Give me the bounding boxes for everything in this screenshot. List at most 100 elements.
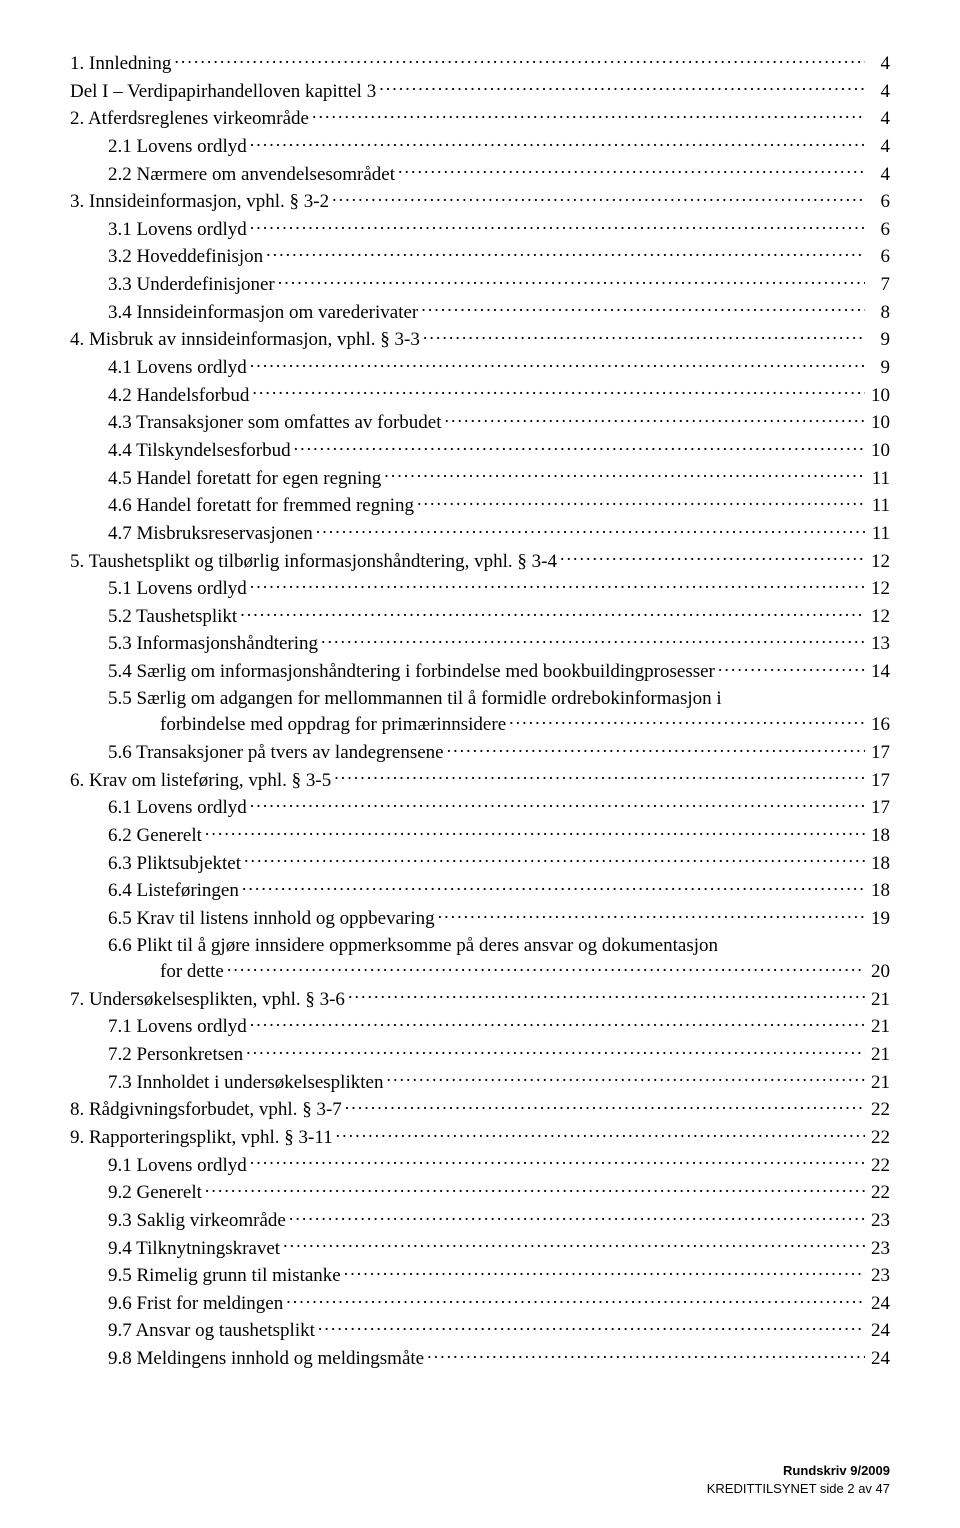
toc-leader-dots (421, 299, 865, 318)
toc-leader-dots (242, 877, 865, 896)
toc-entry: 6.6 Plikt til å gjøre innsidere oppmerks… (70, 933, 890, 985)
toc-page-number: 13 (868, 631, 890, 657)
toc-label: 4.4 Tilskyndelsesforbud (108, 438, 291, 464)
toc-page-number: 21 (868, 987, 890, 1013)
toc-page-number: 19 (868, 906, 890, 932)
toc-page-number: 18 (868, 851, 890, 877)
toc-label: 7.3 Innholdet i undersøkelsesplikten (108, 1070, 383, 1096)
toc-page-number: 22 (868, 1097, 890, 1123)
toc-label: 5.6 Transaksjoner på tvers av landegrens… (108, 740, 444, 766)
toc-entry: 9.8 Meldingens innhold og meldingsmåte24 (70, 1345, 890, 1372)
toc-label: 9.2 Generelt (108, 1180, 202, 1206)
toc-label: 4.1 Lovens ordlyd (108, 355, 247, 381)
toc-label: 6.5 Krav til listens innhold og oppbevar… (108, 906, 435, 932)
toc-label: 6.2 Generelt (108, 823, 202, 849)
toc-leader-dots (423, 326, 865, 345)
toc-leader-dots (344, 1262, 865, 1281)
toc-entry: 5.2 Taushetsplikt12 (70, 603, 890, 630)
toc-page-number: 4 (868, 106, 890, 132)
toc-label: 4.5 Handel foretatt for egen regning (108, 466, 381, 492)
toc-entry: 3.4 Innsideinformasjon om varederivater8 (70, 299, 890, 326)
toc-entry: Del I – Verdipapirhandelloven kapittel 3… (70, 78, 890, 105)
toc-entry: 7.1 Lovens ordlyd21 (70, 1013, 890, 1040)
toc-label: 4.6 Handel foretatt for fremmed regning (108, 493, 414, 519)
toc-label: 2. Atferdsreglenes virkeområde (70, 106, 309, 132)
toc-entry: 5. Taushetsplikt og tilbørlig informasjo… (70, 548, 890, 575)
toc-leader-dots (250, 794, 865, 813)
toc-label: 9.6 Frist for meldingen (108, 1291, 283, 1317)
toc-page-number: 22 (868, 1125, 890, 1151)
toc-label: 4.7 Misbruksreservasjonen (108, 521, 313, 547)
toc-entry: 1. Innledning4 (70, 50, 890, 77)
toc-page-number: 21 (868, 1070, 890, 1096)
toc-page-number: 12 (868, 576, 890, 602)
page-footer: Rundskriv 9/2009 KREDITTILSYNET side 2 a… (70, 1462, 890, 1498)
toc-entry: 9.6 Frist for meldingen24 (70, 1290, 890, 1317)
toc-page-number: 6 (868, 244, 890, 270)
toc-label: forbindelse med oppdrag for primærinnsid… (160, 712, 506, 738)
toc-label: 2.2 Nærmere om anvendelsesområdet (108, 162, 395, 188)
toc-leader-dots (205, 822, 865, 841)
toc-leader-dots (318, 1317, 865, 1336)
toc-entry: 5.1 Lovens ordlyd 12 (70, 575, 890, 602)
toc-entry: 4.7 Misbruksreservasjonen 11 (70, 520, 890, 547)
toc-label: 8. Rådgivningsforbudet, vphl. § 3-7 (70, 1097, 342, 1123)
toc-entry: 9.2 Generelt22 (70, 1179, 890, 1206)
toc-leader-dots (321, 630, 865, 649)
toc-label: Del I – Verdipapirhandelloven kapittel 3 (70, 79, 376, 105)
toc-leader-dots (205, 1179, 865, 1198)
toc-label: 9.1 Lovens ordlyd (108, 1153, 247, 1179)
toc-page-number: 17 (868, 740, 890, 766)
toc-label: 5.1 Lovens ordlyd (108, 576, 247, 602)
toc-entry: 3.1 Lovens ordlyd6 (70, 216, 890, 243)
toc-leader-dots (278, 271, 865, 290)
toc-entry: 4.6 Handel foretatt for fremmed regning 1… (70, 492, 890, 519)
toc-page-number: 24 (868, 1318, 890, 1344)
toc-leader-dots (438, 905, 865, 924)
toc-leader-dots (332, 188, 865, 207)
toc-page-number: 23 (868, 1236, 890, 1262)
toc-label: for dette (160, 959, 224, 985)
toc-leader-dots (560, 548, 865, 567)
toc-entry: 9.1 Lovens ordlyd 22 (70, 1152, 890, 1179)
toc-entry: 5.4 Særlig om informasjonshåndtering i f… (70, 658, 890, 685)
toc-label: 6.4 Listeføringen (108, 878, 239, 904)
toc-entry: 6.3 Pliktsubjektet 18 (70, 850, 890, 877)
toc-label: 6. Krav om listeføring, vphl. § 3-5 (70, 768, 331, 794)
toc-leader-dots (316, 520, 865, 539)
toc-label: 9. Rapporteringsplikt, vphl. § 3-11 (70, 1125, 333, 1151)
toc-entry: 6.2 Generelt 18 (70, 822, 890, 849)
toc-page-number: 6 (868, 217, 890, 243)
toc-label: 7.2 Personkretsen (108, 1042, 243, 1068)
toc-page-number: 21 (868, 1042, 890, 1068)
toc-label: 4.2 Handelsforbud (108, 383, 249, 409)
toc-leader-dots (252, 382, 865, 401)
toc-leader-dots (289, 1207, 865, 1226)
toc-page-number: 11 (868, 493, 890, 519)
toc-page-number: 4 (868, 79, 890, 105)
toc-label: 6.1 Lovens ordlyd (108, 795, 247, 821)
toc-page-number: 11 (868, 521, 890, 547)
toc-entry: 6.4 Listeføringen18 (70, 877, 890, 904)
toc-label: 3. Innsideinformasjon, vphl. § 3-2 (70, 189, 329, 215)
toc-page-number: 22 (868, 1153, 890, 1179)
toc-leader-dots (266, 243, 865, 262)
toc-entry: 9.3 Saklig virkeområde23 (70, 1207, 890, 1234)
toc-leader-dots (250, 1152, 865, 1171)
toc-page-number: 16 (868, 712, 890, 738)
toc-page-number: 17 (868, 768, 890, 794)
toc-entry: 6. Krav om listeføring, vphl. § 3-5 17 (70, 767, 890, 794)
toc-page-number: 12 (868, 549, 890, 575)
toc-page-number: 18 (868, 823, 890, 849)
toc-label: 6.3 Pliktsubjektet (108, 851, 241, 877)
toc-page-number: 4 (868, 51, 890, 77)
toc-page-number: 14 (868, 659, 890, 685)
toc-entry: 4.1 Lovens ordlyd 9 (70, 354, 890, 381)
toc-leader-dots (384, 465, 865, 484)
toc-leader-dots (718, 658, 865, 677)
toc-leader-dots (244, 850, 865, 869)
toc-leader-dots (336, 1124, 865, 1143)
toc-entry: 8. Rådgivningsforbudet, vphl. § 3-7 22 (70, 1096, 890, 1123)
toc-page-number: 9 (868, 355, 890, 381)
toc-entry: 2.1 Lovens ordlyd4 (70, 133, 890, 160)
